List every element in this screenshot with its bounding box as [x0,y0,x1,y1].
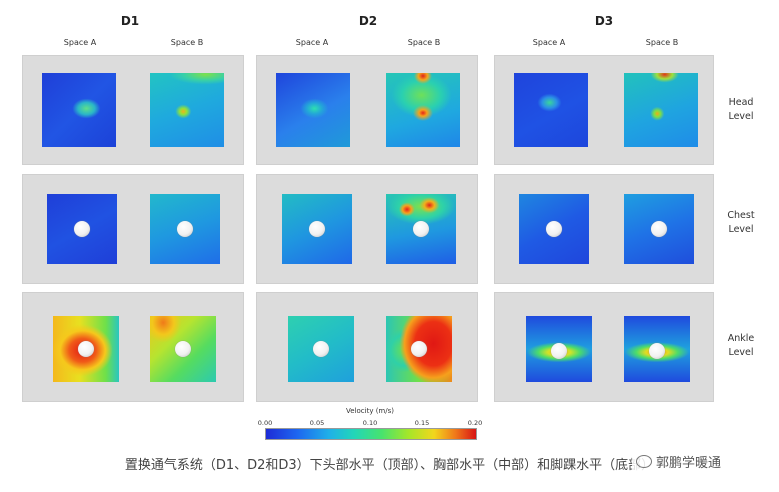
row-label-chest-line2: Level [728,224,754,235]
velocity-field-d2-space-b-head [386,73,460,147]
occupant-column-dot [313,341,329,357]
velocity-field-d1-space-a-head [42,73,116,147]
space-a-label-d1: Space A [63,38,97,47]
colorbar-tick: 0.10 [362,419,378,427]
group-title-d3: D3 [594,14,614,28]
colorbar-title: Velocity (m/s) [346,407,394,415]
space-a-label-d3: Space A [532,38,566,47]
occupant-column-dot [78,341,94,357]
watermark: 郭鹏学暖通 [632,451,726,472]
row-label-chest-line1: Chest [727,210,755,221]
space-b-label-d3: Space B [645,38,679,47]
colorbar-tick: 0.20 [467,419,483,427]
occupant-column-dot [413,221,429,237]
occupant-column-dot [175,341,191,357]
row-label-head: Head Level [716,96,766,124]
space-b-label-d2: Space B [407,38,441,47]
group-title-d2: D2 [358,14,378,28]
group-title-d1: D1 [120,14,140,28]
velocity-field-d3-space-a-head [514,73,588,147]
colorbar-tick: 0.00 [257,419,273,427]
watermark-text: 郭鹏学暖通 [656,456,722,471]
row-label-ankle-line1: Ankle [727,333,755,344]
figure-caption: 置换通气系统（D1、D2和D3）下头部水平（顶部）、胸部水平（中部）和脚踝水平（… [124,458,655,473]
row-label-head-line1: Head [728,97,754,108]
wechat-icon [636,455,652,468]
row-label-ankle: Ankle Level [716,332,766,360]
colorbar-tick: 0.15 [414,419,430,427]
occupant-column-dot [411,341,427,357]
occupant-column-dot [651,221,667,237]
velocity-field-d1-space-b-head [150,73,224,147]
occupant-column-dot [177,221,193,237]
colorbar-tick: 0.05 [309,419,325,427]
row-label-chest: Chest Level [716,209,766,237]
occupant-column-dot [546,221,562,237]
occupant-column-dot [74,221,90,237]
velocity-colorbar [265,428,477,440]
occupant-column-dot [649,343,665,359]
row-label-head-line2: Level [728,111,754,122]
occupant-column-dot [551,343,567,359]
space-b-label-d1: Space B [170,38,204,47]
velocity-field-d3-space-b-head [624,73,698,147]
occupant-column-dot [309,221,325,237]
velocity-field-d2-space-a-head [276,73,350,147]
space-a-label-d2: Space A [295,38,329,47]
row-label-ankle-line2: Level [728,347,754,358]
